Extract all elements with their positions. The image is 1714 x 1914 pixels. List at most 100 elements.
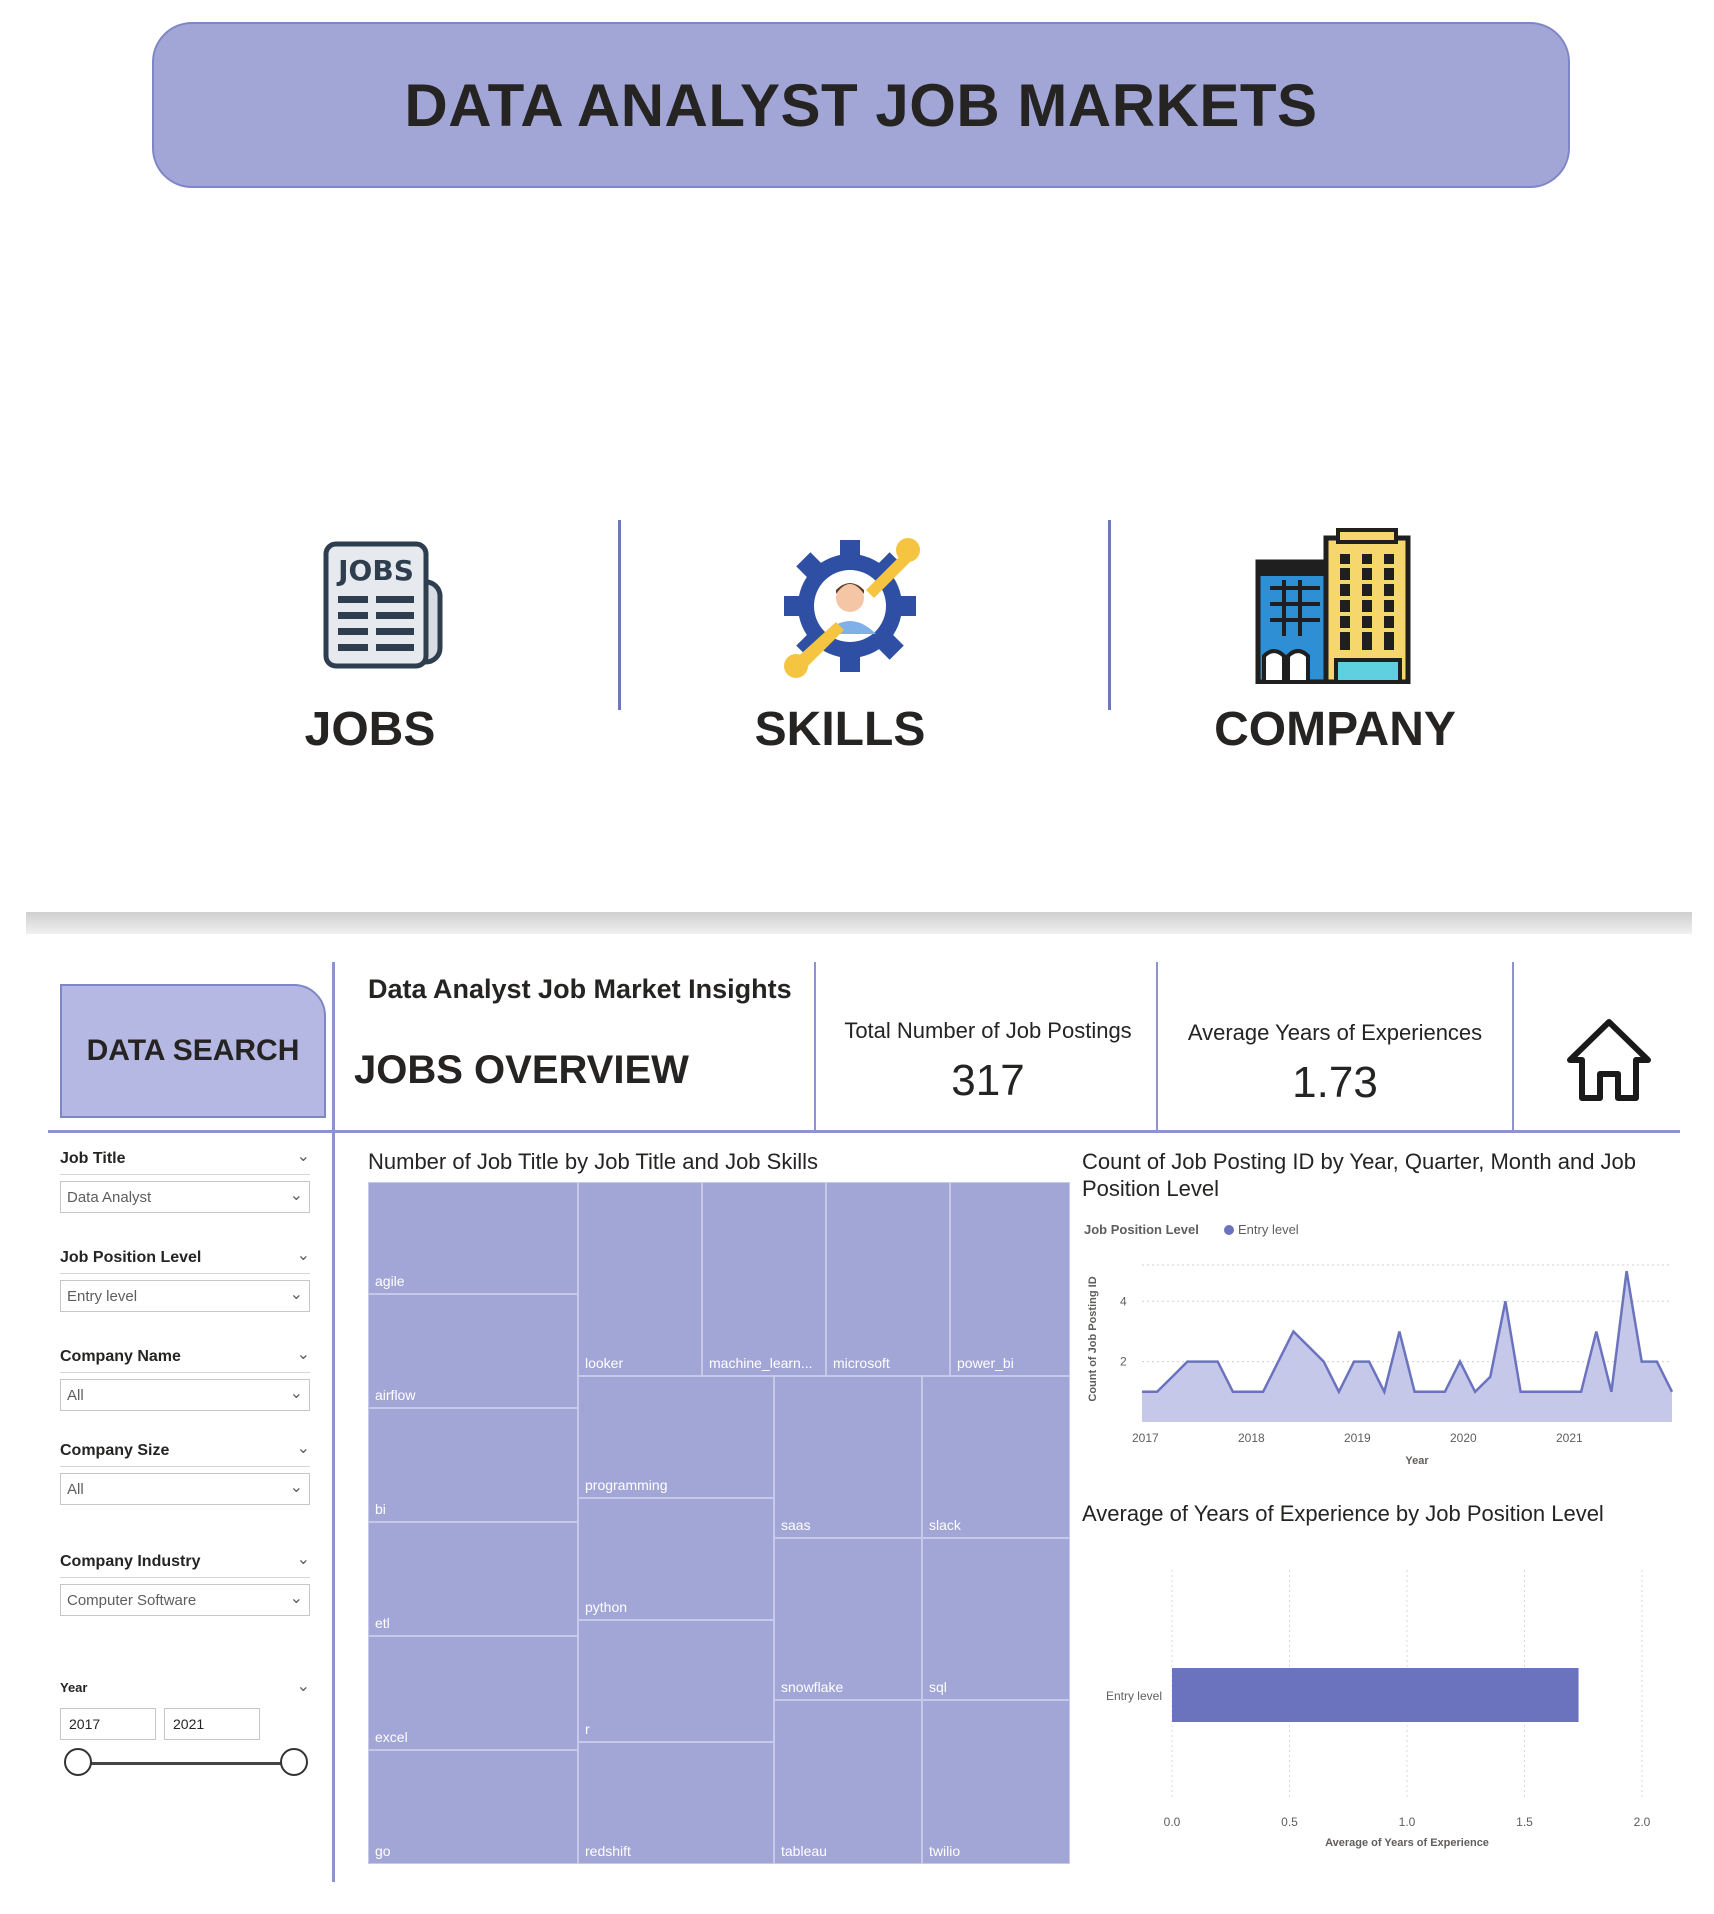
jobs-newspaper-icon[interactable]: JOBS — [322, 540, 448, 672]
company-buildings-icon[interactable] — [1254, 528, 1412, 685]
x-axis-label: Year — [1405, 1455, 1429, 1467]
treemap-cell[interactable]: twilio — [922, 1700, 1070, 1864]
year-slider-handle-start[interactable] — [64, 1748, 92, 1776]
chevron-down-icon: ⌄ — [289, 1286, 303, 1303]
header-divider — [814, 962, 816, 1130]
year-from-input[interactable]: 2017 — [60, 1708, 156, 1740]
page-title: DATA ANALYST JOB MARKETS — [404, 71, 1318, 139]
treemap-cell[interactable]: snowflake — [774, 1538, 922, 1700]
treemap-cell[interactable]: r — [578, 1620, 774, 1742]
legend-title: Job Position Level — [1084, 1222, 1199, 1237]
nav-company-label[interactable]: COMPANY — [1214, 703, 1456, 756]
slicer-label: Job Position Level — [60, 1249, 202, 1266]
treemap-cell[interactable]: machine_learn... — [702, 1182, 826, 1376]
treemap-cell-label: excel — [375, 1729, 408, 1745]
slicer-company-industry[interactable]: Company Industry ⌄ Computer Software ⌄ — [60, 1551, 310, 1616]
treemap-cell[interactable]: saas — [774, 1376, 922, 1538]
slicer-label: Job Title — [60, 1150, 126, 1167]
x-tick-label: 2021 — [1556, 1431, 1583, 1445]
y-tick-label: 2 — [1120, 1355, 1127, 1369]
year-slider-track[interactable] — [80, 1762, 296, 1765]
slicer-underline — [60, 1273, 310, 1274]
chevron-down-icon: ⌄ — [289, 1590, 303, 1607]
slicer-company-name[interactable]: Company Name ⌄ All ⌄ — [60, 1346, 310, 1411]
nav-skills-label[interactable]: SKILLS — [754, 703, 926, 756]
kpi-avg-experience-value: 1.73 — [1292, 1058, 1378, 1107]
skills-gear-icon[interactable] — [778, 534, 922, 678]
treemap-cell[interactable]: bi — [368, 1408, 578, 1522]
series-line — [1142, 1270, 1674, 1396]
home-icon[interactable] — [1562, 1014, 1656, 1104]
chevron-down-icon: ⌄ — [289, 1187, 303, 1204]
area-chart[interactable]: 2 4 2017 2018 2019 2020 2021 Year Count of Job P… — [1082, 1246, 1682, 1480]
bar[interactable] — [1172, 1668, 1579, 1722]
company-name-dropdown[interactable]: All ⌄ — [60, 1379, 310, 1411]
slicer-year[interactable]: Year ⌄ 2017 2021 — [60, 1678, 310, 1780]
x-axis-label: Average of Years of Experience — [1325, 1837, 1489, 1849]
chevron-down-icon[interactable]: ⌄ — [296, 1678, 310, 1695]
x-tick-label: 1.5 — [1516, 1815, 1533, 1829]
treemap-cell-label: redshift — [585, 1843, 631, 1859]
job-title-dropdown[interactable]: Data Analyst ⌄ — [60, 1181, 310, 1213]
slicer-job-title[interactable]: Job Title ⌄ Data Analyst ⌄ — [60, 1148, 310, 1213]
data-search-label: DATA SEARCH — [86, 1034, 300, 1067]
treemap-cell-label: snowflake — [781, 1679, 844, 1695]
chevron-down-icon[interactable]: ⌄ — [296, 1551, 310, 1568]
dashboard-subtitle: Data Analyst Job Market Insights — [368, 974, 792, 1004]
x-tick-label: 2.0 — [1634, 1815, 1651, 1829]
treemap-cell[interactable]: slack — [922, 1376, 1070, 1538]
treemap-cell-label: python — [585, 1599, 628, 1615]
company-size-dropdown[interactable]: All ⌄ — [60, 1473, 310, 1505]
bar-chart[interactable]: 0.0 0.5 1.0 1.5 2.0 Entry level Average of Yea… — [1082, 1570, 1682, 1870]
area-chart-title: Count of Job Posting ID by Year, Quarter… — [1082, 1149, 1637, 1201]
treemap-cell-label: twilio — [929, 1843, 961, 1859]
chevron-down-icon[interactable]: ⌄ — [296, 1346, 310, 1363]
chevron-down-icon[interactable]: ⌄ — [296, 1247, 310, 1264]
job-skills-treemap[interactable]: Data Analyst agileairflowbietlexcelgoloo… — [368, 1182, 1070, 1864]
section-separator — [26, 912, 1692, 934]
treemap-cell-label: programming — [585, 1477, 668, 1493]
treemap-cell[interactable]: sql — [922, 1538, 1070, 1700]
treemap-cell-label: slack — [929, 1517, 961, 1533]
treemap-cell[interactable]: python — [578, 1498, 774, 1620]
chevron-down-icon: ⌄ — [289, 1479, 303, 1496]
dropdown-value: Entry level — [67, 1288, 138, 1305]
year-to-input[interactable]: 2021 — [164, 1708, 260, 1740]
slicer-label: Company Size — [60, 1442, 170, 1459]
treemap-cell[interactable]: looker — [578, 1182, 702, 1376]
company-industry-dropdown[interactable]: Computer Software ⌄ — [60, 1584, 310, 1616]
treemap-cell-label: bi — [375, 1501, 386, 1517]
treemap-cell[interactable]: excel — [368, 1636, 578, 1750]
chevron-down-icon[interactable]: ⌄ — [296, 1148, 310, 1165]
slicer-panel-divider — [332, 962, 335, 1882]
treemap-cell[interactable]: programming — [578, 1376, 774, 1498]
treemap-cell[interactable]: etl — [368, 1522, 578, 1636]
treemap-cell-label: looker — [585, 1355, 624, 1371]
treemap-cell[interactable]: microsoft — [826, 1182, 950, 1376]
treemap-cell[interactable]: go — [368, 1750, 578, 1864]
chevron-down-icon[interactable]: ⌄ — [296, 1440, 310, 1457]
year-slider-handle-end[interactable] — [280, 1748, 308, 1776]
slicer-company-size[interactable]: Company Size ⌄ All ⌄ — [60, 1440, 310, 1505]
treemap-cell-label: airflow — [375, 1387, 416, 1403]
slicer-label: Company Name — [60, 1348, 181, 1365]
legend-marker — [1224, 1225, 1234, 1235]
nav-jobs-label[interactable]: JOBS — [304, 703, 436, 756]
data-search-button[interactable]: DATA SEARCH — [60, 984, 326, 1118]
treemap-cell-label: sql — [929, 1679, 947, 1695]
treemap-cell[interactable]: agile — [368, 1182, 578, 1294]
svg-text:JOBS: JOBS — [336, 554, 414, 587]
dashboard-title: JOBS OVERVIEW — [354, 1048, 689, 1092]
treemap-cell[interactable]: tableau — [774, 1700, 922, 1864]
treemap-cell-label: go — [375, 1843, 391, 1859]
slicer-label: Year — [60, 1680, 88, 1695]
job-position-level-dropdown[interactable]: Entry level ⌄ — [60, 1280, 310, 1312]
dropdown-value: All — [67, 1481, 84, 1498]
treemap-cell[interactable]: power_bi — [950, 1182, 1070, 1376]
treemap-cell[interactable]: redshift — [578, 1742, 774, 1864]
slicer-underline — [60, 1466, 310, 1467]
treemap-cell[interactable]: airflow — [368, 1294, 578, 1408]
slicer-job-position-level[interactable]: Job Position Level ⌄ Entry level ⌄ — [60, 1247, 310, 1312]
dropdown-value: Data Analyst — [67, 1189, 152, 1206]
y-axis-label: Count of Job Posting ID — [1087, 1276, 1099, 1401]
